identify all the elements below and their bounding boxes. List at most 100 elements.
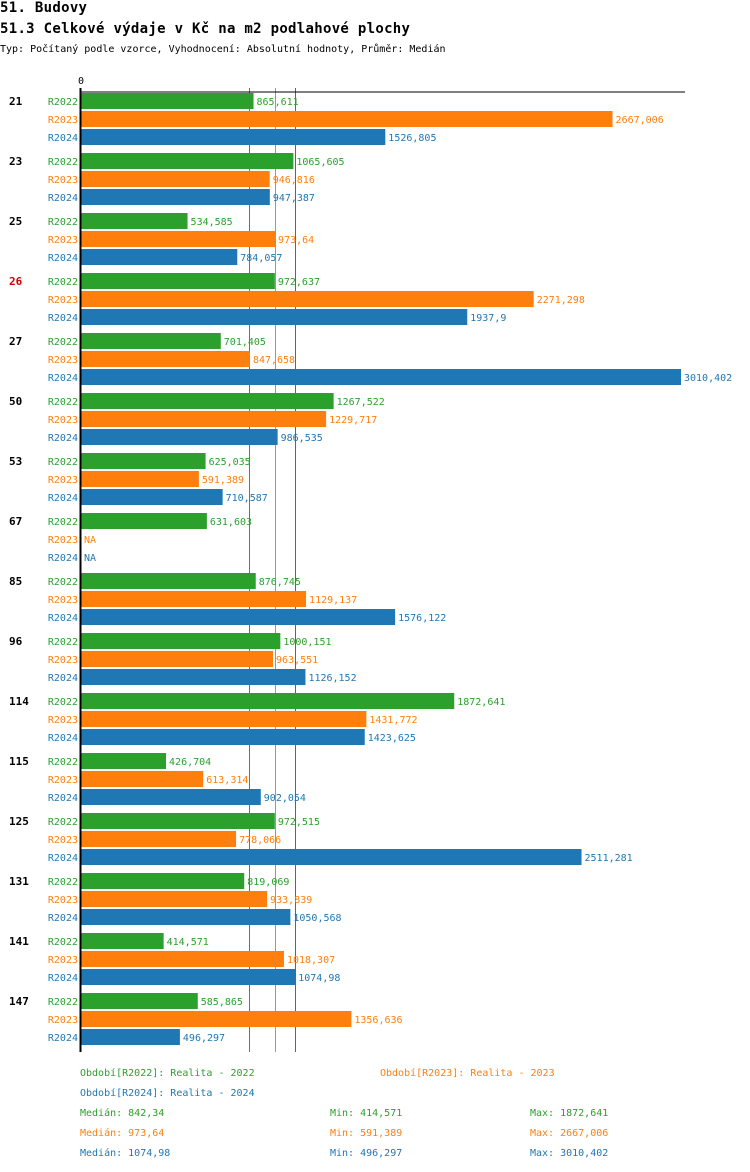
category-label: 23 bbox=[9, 155, 22, 168]
value-label: 876,745 bbox=[259, 577, 301, 588]
value-label: 426,704 bbox=[169, 757, 211, 768]
value-label: 865,611 bbox=[257, 97, 299, 108]
series-label: R2023 bbox=[48, 1015, 78, 1026]
bar-r2024-50 bbox=[81, 429, 278, 445]
bar-r2023-23 bbox=[81, 171, 270, 187]
value-label: 1129,137 bbox=[309, 595, 357, 606]
legend-r2023: Období[R2023]: Realita - 2023 bbox=[380, 1068, 555, 1079]
value-label: 1423,625 bbox=[368, 733, 416, 744]
bar-r2024-131 bbox=[81, 909, 291, 925]
value-label: 972,637 bbox=[278, 277, 320, 288]
series-label: R2023 bbox=[48, 895, 78, 906]
chart-description: Typ: Počítaný podle vzorce, Vyhodnocení:… bbox=[0, 44, 446, 55]
category-label: 96 bbox=[9, 635, 23, 648]
series-label: R2022 bbox=[48, 337, 78, 348]
bar-r2024-141 bbox=[81, 969, 296, 985]
series-label: R2022 bbox=[48, 397, 78, 408]
category-label: 50 bbox=[9, 395, 22, 408]
series-label: R2024 bbox=[48, 193, 78, 204]
value-label: 2667,006 bbox=[616, 115, 664, 126]
bar-r2023-147 bbox=[81, 1011, 352, 1027]
value-label: 1000,151 bbox=[283, 637, 331, 648]
bar-r2024-125 bbox=[81, 849, 582, 865]
bar-r2024-23 bbox=[81, 189, 270, 205]
series-label: R2024 bbox=[48, 493, 78, 504]
bar-r2022-67 bbox=[81, 513, 207, 529]
value-label: 1074,98 bbox=[298, 973, 340, 984]
bar-r2022-147 bbox=[81, 993, 198, 1009]
bar-r2024-85 bbox=[81, 609, 396, 625]
series-label: R2022 bbox=[48, 277, 78, 288]
bar-chart: 21 R2022 865,611 R2023 2667,006 R2024 1526,805… bbox=[9, 76, 732, 1052]
bar-r2022-23 bbox=[81, 153, 294, 169]
series-label: R2022 bbox=[48, 937, 78, 948]
median-r2022: Medián: 842,34 bbox=[80, 1108, 165, 1119]
category-label: 85 bbox=[9, 575, 22, 588]
series-label: R2024 bbox=[48, 973, 78, 984]
series-label: R2022 bbox=[48, 577, 78, 588]
value-label: 710,587 bbox=[226, 493, 268, 504]
series-label: R2022 bbox=[48, 157, 78, 168]
series-label: R2024 bbox=[48, 613, 78, 624]
category-label: 26 bbox=[9, 275, 23, 288]
value-label: 973,64 bbox=[278, 235, 314, 246]
min-r2024: Min: 496,297 bbox=[330, 1148, 403, 1159]
bar-r2023-131 bbox=[81, 891, 268, 907]
value-label: 534,585 bbox=[191, 217, 233, 228]
bar-r2022-131 bbox=[81, 873, 245, 889]
value-label: NA bbox=[84, 553, 96, 564]
series-label: R2023 bbox=[48, 415, 78, 426]
series-label: R2022 bbox=[48, 997, 78, 1008]
series-label: R2023 bbox=[48, 835, 78, 846]
bar-r2023-27 bbox=[81, 351, 250, 367]
series-label: R2022 bbox=[48, 757, 78, 768]
series-label: R2022 bbox=[48, 457, 78, 468]
value-label: 1126,152 bbox=[308, 673, 356, 684]
value-label: 631,603 bbox=[210, 517, 252, 528]
category-label: 125 bbox=[9, 815, 29, 828]
bar-r2024-53 bbox=[81, 489, 223, 505]
category-label: 147 bbox=[9, 995, 29, 1008]
max-r2024: Max: 3010,402 bbox=[530, 1148, 609, 1159]
legend-r2024: Období[R2024]: Realita - 2024 bbox=[80, 1088, 255, 1099]
series-label: R2023 bbox=[48, 115, 78, 126]
bar-r2024-114 bbox=[81, 729, 365, 745]
series-label: R2024 bbox=[48, 433, 78, 444]
value-label: 3010,402 bbox=[684, 373, 732, 384]
value-label: 1050,568 bbox=[293, 913, 341, 924]
bar-r2022-21 bbox=[81, 93, 254, 109]
bar-r2022-50 bbox=[81, 393, 334, 409]
category-label: 67 bbox=[9, 515, 22, 528]
bar-r2023-115 bbox=[81, 771, 204, 787]
series-label: R2023 bbox=[48, 715, 78, 726]
value-label: 414,571 bbox=[167, 937, 209, 948]
series-label: R2024 bbox=[48, 853, 78, 864]
value-label: 933,839 bbox=[270, 895, 312, 906]
series-label: R2022 bbox=[48, 517, 78, 528]
value-label: 701,405 bbox=[224, 337, 266, 348]
chart-title: 51.3 Celkové výdaje v Kč na m2 podlahové… bbox=[0, 21, 411, 37]
value-label: 1229,717 bbox=[329, 415, 377, 426]
bar-r2023-21 bbox=[81, 111, 613, 127]
series-label: R2023 bbox=[48, 595, 78, 606]
series-label: R2023 bbox=[48, 295, 78, 306]
series-label: R2022 bbox=[48, 97, 78, 108]
series-label: R2022 bbox=[48, 817, 78, 828]
bar-r2023-141 bbox=[81, 951, 284, 967]
min-r2023: Min: 591,389 bbox=[330, 1128, 403, 1139]
series-label: R2024 bbox=[48, 673, 78, 684]
x-tick-label-0: 0 bbox=[78, 76, 84, 87]
value-label: 819,069 bbox=[247, 877, 289, 888]
series-label: R2023 bbox=[48, 775, 78, 786]
bar-r2023-96 bbox=[81, 651, 274, 667]
labels: 21 R2022 865,611 R2023 2667,006 R2024 1526,805… bbox=[9, 95, 732, 1044]
bar-r2022-115 bbox=[81, 753, 167, 769]
category-label: 131 bbox=[9, 875, 29, 888]
bar-r2024-21 bbox=[81, 129, 386, 145]
value-label: 496,297 bbox=[183, 1033, 225, 1044]
bar-r2023-114 bbox=[81, 711, 367, 727]
bar-r2024-25 bbox=[81, 249, 238, 265]
min-r2022: Min: 414,571 bbox=[330, 1108, 403, 1119]
median-r2023: Medián: 973,64 bbox=[80, 1128, 165, 1139]
bar-r2022-25 bbox=[81, 213, 188, 229]
